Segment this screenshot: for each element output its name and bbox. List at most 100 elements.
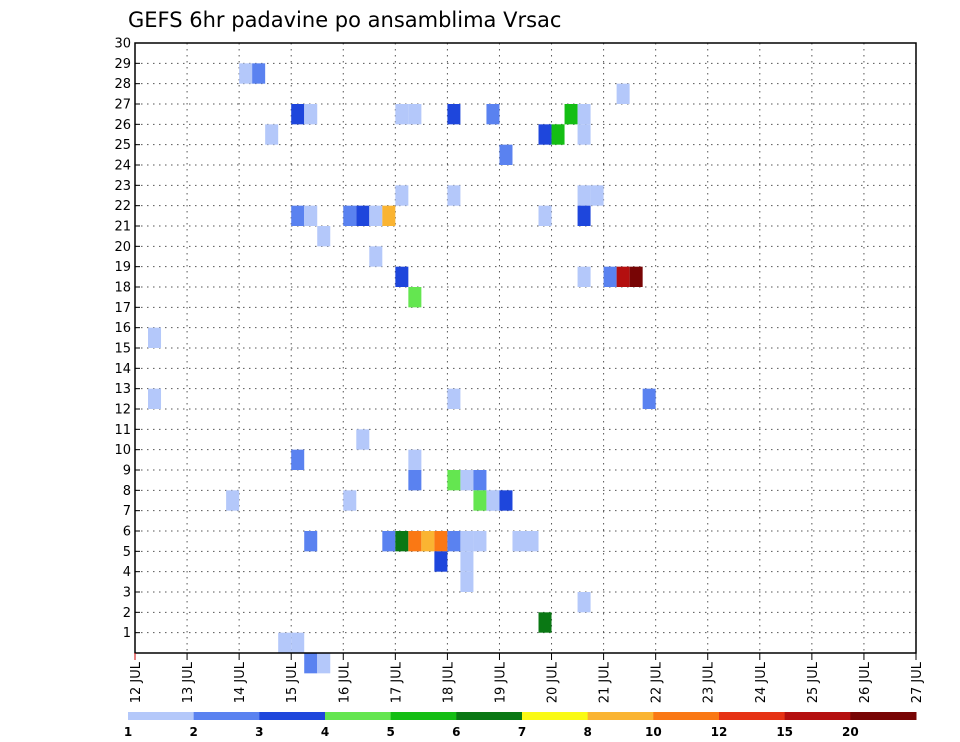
precip-cell <box>395 185 409 206</box>
legend-swatch <box>193 712 260 720</box>
precip-cell <box>395 531 409 552</box>
precip-cell <box>447 470 461 491</box>
y-tick-label: 30 <box>114 37 131 52</box>
legend-swatch <box>325 712 392 720</box>
precip-cell <box>616 266 630 287</box>
x-tick-label: 15 JUL <box>285 661 300 703</box>
y-tick-label: 11 <box>114 423 131 438</box>
precip-cell <box>278 632 292 653</box>
y-tick-label: 5 <box>123 545 131 560</box>
precip-cell <box>577 592 591 613</box>
precip-cell <box>408 104 422 125</box>
y-tick-label: 17 <box>114 301 131 316</box>
legend-label: 3 <box>255 725 263 739</box>
legend-label: 7 <box>518 725 526 739</box>
y-tick-label: 25 <box>114 138 131 153</box>
legend-swatch <box>784 712 851 720</box>
precip-cell <box>460 531 474 552</box>
precip-cell <box>551 124 565 145</box>
precip-cell <box>577 185 591 206</box>
y-tick-label: 2 <box>123 606 131 621</box>
precip-cell <box>473 531 487 552</box>
legend-label: 2 <box>189 725 197 739</box>
y-tick-label: 22 <box>114 199 131 214</box>
legend-label: 15 <box>776 725 793 739</box>
x-tick-label: 13 JUL <box>181 661 196 703</box>
legend-swatch <box>719 712 786 720</box>
legend-label: 10 <box>645 725 662 739</box>
x-tick-label: 25 JUL <box>806 661 821 703</box>
y-tick-label: 20 <box>114 240 131 255</box>
legend-swatch <box>587 712 654 720</box>
precip-cell <box>369 205 383 226</box>
precip-cell <box>408 470 422 491</box>
precip-cell <box>382 205 396 226</box>
precip-cell <box>564 104 578 125</box>
precip-cell <box>239 63 253 84</box>
x-tick-label: 27 JUL <box>910 661 925 703</box>
y-tick-label: 3 <box>123 586 131 601</box>
grid-lines <box>135 43 916 653</box>
x-tick-label: 16 JUL <box>337 661 352 703</box>
y-tick-label: 23 <box>114 179 131 194</box>
precip-cell <box>408 287 422 308</box>
precip-cell <box>317 226 331 247</box>
y-tick-label: 15 <box>114 342 131 357</box>
y-tick-label: 8 <box>123 484 131 499</box>
precip-cell <box>434 531 448 552</box>
precip-cell <box>512 531 526 552</box>
precip-cell <box>421 531 435 552</box>
y-tick-label: 13 <box>114 382 131 397</box>
y-tick-label: 29 <box>114 57 131 72</box>
y-axis-ticks: 1234567891011121314151617181920212223242… <box>114 37 140 641</box>
y-tick-label: 12 <box>114 403 131 418</box>
precip-cell <box>538 205 552 226</box>
x-tick-label: 19 JUL <box>493 661 508 703</box>
y-tick-label: 16 <box>114 321 131 336</box>
precip-cell <box>577 124 591 145</box>
legend-swatch <box>522 712 589 720</box>
precip-cell <box>473 470 487 491</box>
x-tick-label: 18 JUL <box>441 661 456 703</box>
y-tick-label: 19 <box>114 260 131 275</box>
precip-cell <box>356 429 370 450</box>
y-tick-label: 6 <box>123 525 131 540</box>
x-tick-label: 17 JUL <box>389 661 404 703</box>
y-tick-label: 4 <box>123 565 131 580</box>
precip-cell <box>486 490 500 511</box>
y-tick-label: 14 <box>114 362 131 377</box>
x-tick-label: 22 JUL <box>650 661 665 703</box>
precip-cell <box>343 205 357 226</box>
precip-cell <box>304 104 318 125</box>
legend-swatch <box>128 712 195 720</box>
precip-cell <box>382 531 396 552</box>
legend-swatch <box>653 712 720 720</box>
precip-cell <box>486 104 500 125</box>
precip-cell <box>499 144 513 165</box>
x-tick-label: 26 JUL <box>858 661 873 703</box>
legend-label: 4 <box>321 725 329 739</box>
precip-cell <box>148 327 162 348</box>
precip-cell <box>304 531 318 552</box>
precip-cell <box>395 104 409 125</box>
precip-cell <box>577 104 591 125</box>
precip-cell <box>577 266 591 287</box>
x-axis-ticks: 12 JUL 13 JUL 14 JUL 15 JUL 16 JUL 17 JUL 18 J… <box>129 653 925 703</box>
chart-title: GEFS 6hr padavine po ansamblima Vrsac <box>128 8 561 32</box>
x-tick-label: 23 JUL <box>702 661 717 703</box>
precip-cell <box>460 551 474 572</box>
y-tick-label: 27 <box>114 98 131 113</box>
precip-cell <box>577 205 591 226</box>
precip-cell <box>317 653 331 674</box>
precip-cell <box>447 104 461 125</box>
legend-label: 5 <box>386 725 394 739</box>
precip-cell <box>538 612 552 633</box>
precipitation-cells <box>148 63 656 674</box>
precip-cell <box>291 104 305 125</box>
precip-cell <box>642 388 656 409</box>
legend-swatch <box>390 712 457 720</box>
precip-cell <box>616 83 630 104</box>
x-tick-label: 20 JUL <box>546 661 561 703</box>
precip-cell <box>304 205 318 226</box>
